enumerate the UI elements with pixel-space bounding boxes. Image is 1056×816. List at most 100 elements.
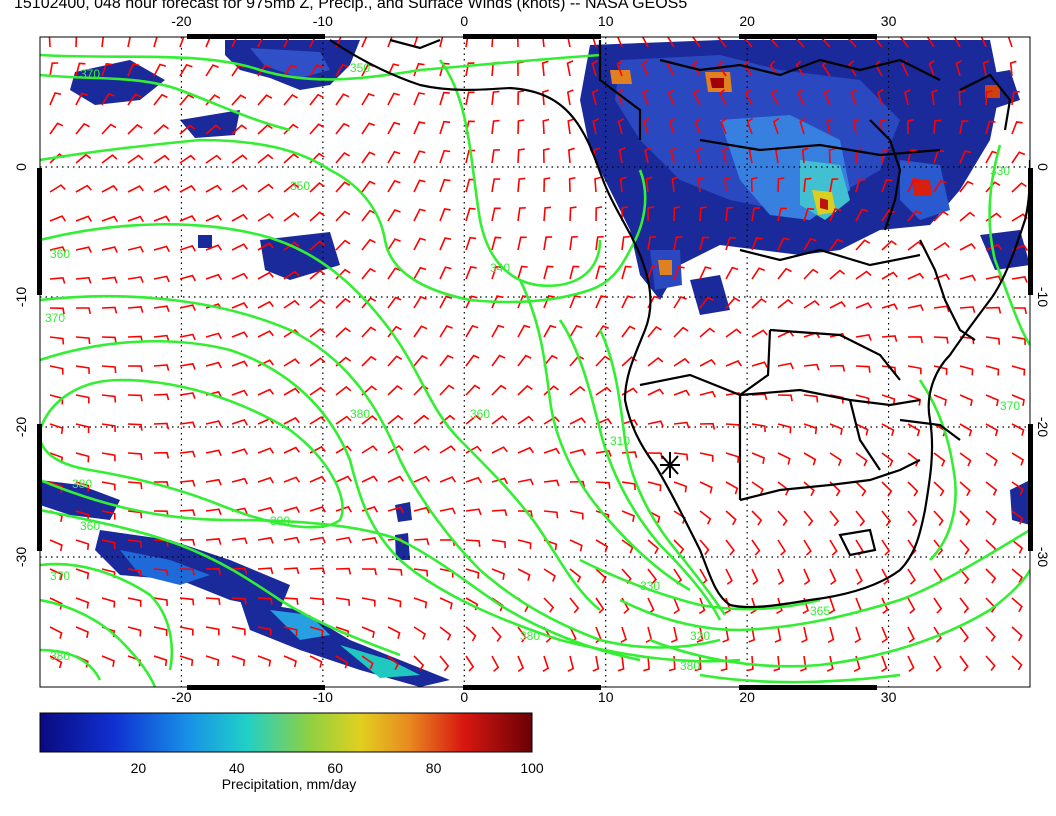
wind-barb: [855, 178, 866, 193]
wind-barb: [231, 477, 248, 485]
wind-barb: [725, 266, 739, 280]
wind-barb: [491, 384, 507, 396]
wind-barb: [179, 626, 194, 636]
wind-barb: [361, 267, 376, 280]
wind-barb: [904, 89, 911, 106]
wind-barb: [985, 452, 998, 467]
wind-barb: [49, 365, 64, 375]
wind-barb: [848, 60, 857, 77]
wind-barb: [101, 154, 118, 164]
wind-barb: [205, 508, 222, 516]
wind-barb: [695, 147, 703, 164]
wind-barb: [541, 60, 549, 77]
wind-barb: [829, 300, 846, 309]
wind-barb: [855, 239, 871, 251]
wind-barb: [387, 568, 403, 576]
wind-barb: [881, 148, 890, 164]
wind-barb: [179, 479, 196, 487]
wind-barb: [257, 153, 274, 164]
wind-barb: [669, 147, 677, 164]
wind-barb: [751, 510, 763, 526]
wind-barb: [361, 209, 376, 222]
wind-barb: [621, 206, 629, 222]
wind-barb: [387, 150, 401, 164]
wind-barb: [127, 481, 143, 490]
wind-barb: [907, 597, 916, 614]
wind-barb: [933, 481, 945, 497]
wind-barb: [619, 176, 627, 193]
wind-barb: [127, 423, 143, 431]
wind-barb: [465, 354, 480, 367]
wind-barb: [361, 655, 374, 670]
wind-barb: [257, 536, 274, 544]
wind-barb: [772, 117, 780, 135]
wind-barb: [647, 539, 659, 555]
wind-barb: [179, 362, 196, 370]
wind-barb: [803, 177, 812, 193]
wind-barb: [985, 481, 998, 496]
wind-barb: [335, 475, 353, 483]
wind-barb: [231, 213, 248, 222]
wind-barb: [439, 507, 456, 515]
wind-barb: [75, 184, 92, 193]
wind-barb: [852, 118, 860, 135]
wind-barb: [75, 37, 78, 48]
wind-barb: [75, 62, 86, 77]
wind-barb: [621, 235, 630, 251]
wind-barb: [881, 365, 897, 374]
wind-barb: [101, 365, 117, 374]
wind-barb: [231, 655, 246, 667]
wind-barb: [725, 568, 733, 585]
wind-barb: [720, 117, 727, 135]
wind-barb: [621, 539, 634, 554]
wind-barb: [543, 416, 560, 425]
wind-barb: [569, 448, 586, 456]
wind-barb: [1012, 307, 1027, 315]
wind-barb: [829, 364, 846, 372]
wind-barb: [76, 307, 91, 315]
lat-tick-right: -30: [1035, 547, 1051, 567]
wind-barb: [101, 481, 116, 491]
wind-barb: [959, 423, 973, 437]
wind-barb: [361, 238, 376, 251]
wind-barb: [179, 392, 196, 399]
colorbar-tick: 20: [131, 760, 147, 776]
wind-barb: [465, 539, 481, 547]
wind-barb: [309, 567, 326, 575]
colorbar-label: Precipitation, mm/day: [222, 776, 357, 792]
wind-barb: [257, 271, 274, 280]
wind-barb: [699, 206, 707, 222]
wind-barb: [725, 236, 736, 251]
wind-barb: [980, 37, 987, 48]
wind-barb: [1011, 394, 1025, 406]
wind-barb: [881, 240, 897, 251]
wind-barb: [748, 626, 756, 643]
wind-barb: [179, 655, 194, 666]
wind-barb: [75, 597, 90, 609]
wind-barb: [803, 568, 811, 586]
wind-barb: [751, 568, 759, 586]
wind-barb: [257, 388, 275, 396]
wind-barb: [567, 118, 575, 135]
wind-barb: [569, 235, 578, 251]
wind-barb: [595, 481, 611, 489]
wind-barb: [725, 539, 735, 556]
wind-barb: [49, 655, 63, 669]
wind-barb: [1011, 568, 1024, 583]
lon-tick-top: 30: [881, 13, 897, 29]
wind-barb: [777, 452, 791, 465]
wind-barb: [283, 270, 300, 280]
wind-barb: [769, 60, 779, 77]
wind-barb: [491, 477, 509, 485]
wind-barb: [361, 355, 377, 367]
wind-barb: [335, 122, 350, 135]
wind-barb: [933, 210, 949, 222]
wind-barb: [621, 265, 632, 280]
wind-barb: [387, 475, 405, 483]
wind-barb: [127, 37, 131, 48]
wind-barb: [855, 270, 872, 280]
wind-barb: [933, 179, 947, 193]
wind-barb: [1011, 182, 1027, 193]
wind-barb: [465, 37, 469, 48]
wind-barb: [722, 147, 729, 164]
